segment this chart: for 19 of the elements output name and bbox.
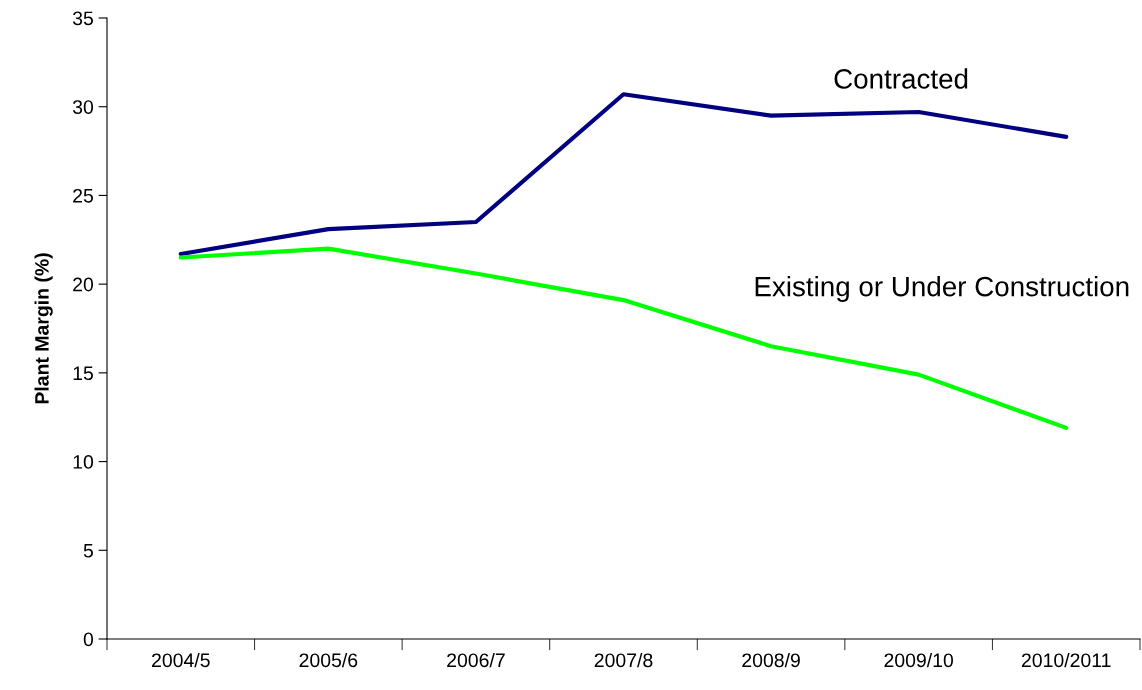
x-tick-label: 2004/5: [152, 652, 210, 668]
series-label: Contracted: [834, 68, 968, 89]
x-tick-label: 2006/7: [447, 652, 505, 668]
x-tick-label: 2009/10: [884, 652, 954, 668]
y-tick-label: 25: [73, 188, 93, 203]
y-tick-label: 35: [72, 11, 93, 26]
y-tick-label: 20: [73, 277, 94, 292]
series-label: Existing or Under Construction: [755, 276, 1129, 302]
y-tick-label: 10: [73, 455, 94, 469]
line-series: [178, 92, 1069, 257]
y-tick-label: 15: [73, 366, 93, 381]
x-tick-label: 2010/2011: [1021, 652, 1111, 668]
y-tick-label: 5: [83, 543, 93, 558]
x-tick-label: 2005/6: [299, 652, 358, 668]
y-tick-label: 0: [83, 632, 94, 647]
x-tick-label: 2008/9: [742, 652, 800, 668]
y-axis-title: Plant Margin (%): [34, 253, 53, 404]
y-tick-label: 30: [72, 100, 94, 114]
x-tick-label: 2007/8: [594, 652, 653, 668]
